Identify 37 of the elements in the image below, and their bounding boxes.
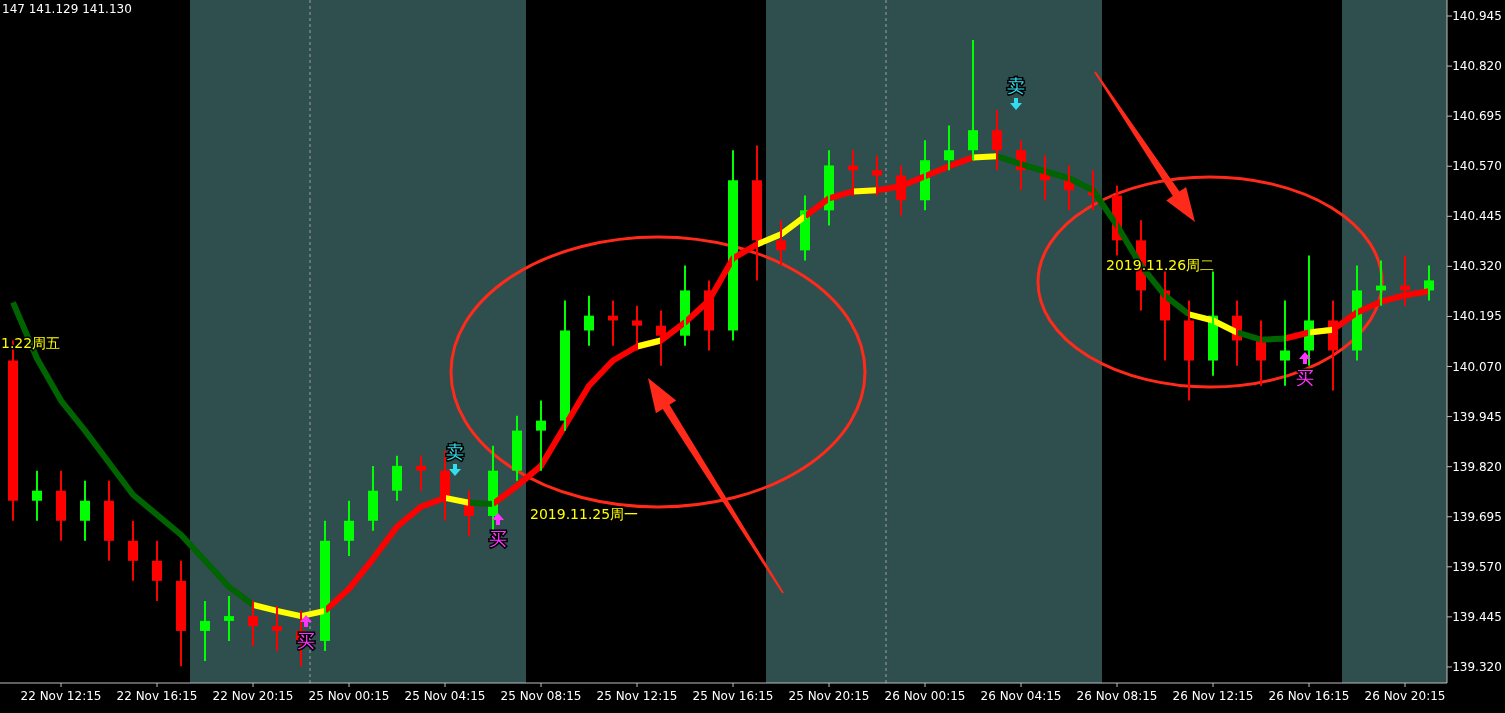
y-tick-label: 140.820 <box>1452 59 1502 74</box>
x-tick-label: 22 Nov 20:15 <box>212 689 294 703</box>
y-tick-label: 139.445 <box>1452 609 1502 624</box>
y-tick-label: 139.695 <box>1452 509 1502 524</box>
x-tick-label: 25 Nov 12:15 <box>596 689 678 703</box>
x-tick-label: 26 Nov 16:15 <box>1268 689 1350 703</box>
annotation: 卖 <box>446 441 464 462</box>
annotation: 147 141.129 141.130 <box>2 2 132 16</box>
y-tick-label: 139.320 <box>1452 659 1502 674</box>
y-tick-label: 139.820 <box>1452 459 1502 474</box>
candlestick <box>632 304 642 352</box>
annotation: 2019.11.25周一 <box>530 506 639 522</box>
y-tick-label: 140.320 <box>1452 259 1502 274</box>
y-tick-label: 140.695 <box>1452 109 1502 124</box>
annotation: 买 <box>489 528 507 549</box>
x-tick-label: 26 Nov 12:15 <box>1172 689 1254 703</box>
annotation: 买 <box>1296 367 1314 388</box>
x-tick-label: 26 Nov 20:15 <box>1364 689 1446 703</box>
x-tick-label: 26 Nov 04:15 <box>980 689 1062 703</box>
y-tick-label: 140.570 <box>1452 159 1502 174</box>
x-tick-label: 25 Nov 16:15 <box>692 689 774 703</box>
annotation: 卖 <box>1007 75 1025 96</box>
x-tick-label: 26 Nov 00:15 <box>884 689 966 703</box>
x-tick-label: 25 Nov 00:15 <box>308 689 390 703</box>
y-tick-label: 140.945 <box>1452 9 1502 24</box>
x-tick-label: 25 Nov 08:15 <box>500 689 582 703</box>
y-tick-label: 140.195 <box>1452 309 1502 324</box>
y-tick-label: 140.445 <box>1452 209 1502 224</box>
annotation: 1.22周五 <box>1 335 61 351</box>
x-tick-label: 25 Nov 20:15 <box>788 689 870 703</box>
x-tick-label: 25 Nov 04:15 <box>404 689 486 703</box>
x-tick-label: 26 Nov 08:15 <box>1076 689 1158 703</box>
x-tick-label: 22 Nov 12:15 <box>20 689 102 703</box>
y-tick-label: 139.570 <box>1452 559 1502 574</box>
y-tick-label: 140.070 <box>1452 359 1502 374</box>
y-tick-label: 139.945 <box>1452 409 1502 424</box>
x-tick-label: 22 Nov 16:15 <box>116 689 198 703</box>
